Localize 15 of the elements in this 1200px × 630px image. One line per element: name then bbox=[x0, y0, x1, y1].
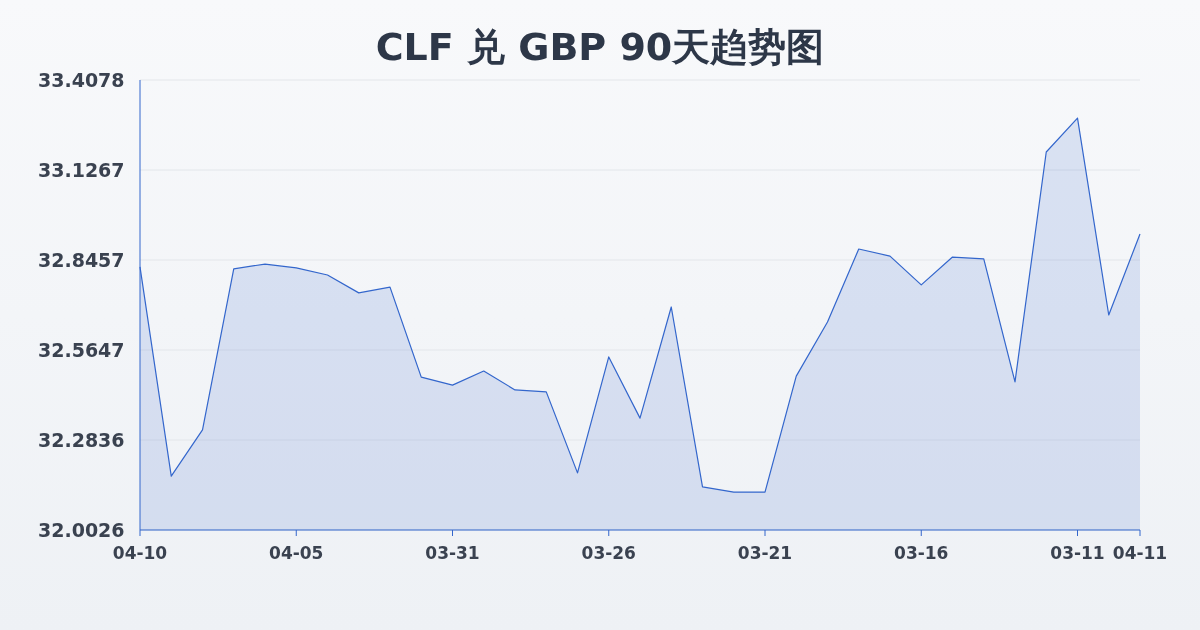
y-tick-label: 32.5647 bbox=[38, 338, 125, 361]
x-tick-label: 03-21 bbox=[737, 543, 793, 563]
x-tick-label: 03-11 bbox=[1050, 543, 1105, 563]
x-tick-label: 03-16 bbox=[894, 543, 949, 563]
x-tick-label: 04-05 bbox=[269, 543, 324, 563]
chart-title: CLF 兑 GBP 90天趋势图 bbox=[375, 25, 825, 69]
x-tick-label: 03-31 bbox=[425, 543, 480, 563]
y-tick-label: 32.2836 bbox=[38, 429, 125, 452]
x-tick-label: 04-11 bbox=[1112, 543, 1168, 563]
y-tick-label: 32.8457 bbox=[38, 249, 125, 272]
x-tick-label: 04-10 bbox=[112, 543, 168, 563]
y-tick-label: 33.1267 bbox=[38, 159, 125, 182]
y-tick-label: 33.4078 bbox=[38, 69, 125, 91]
y-tick-label: 32.0026 bbox=[38, 519, 125, 541]
x-tick-label: 03-26 bbox=[581, 543, 636, 563]
